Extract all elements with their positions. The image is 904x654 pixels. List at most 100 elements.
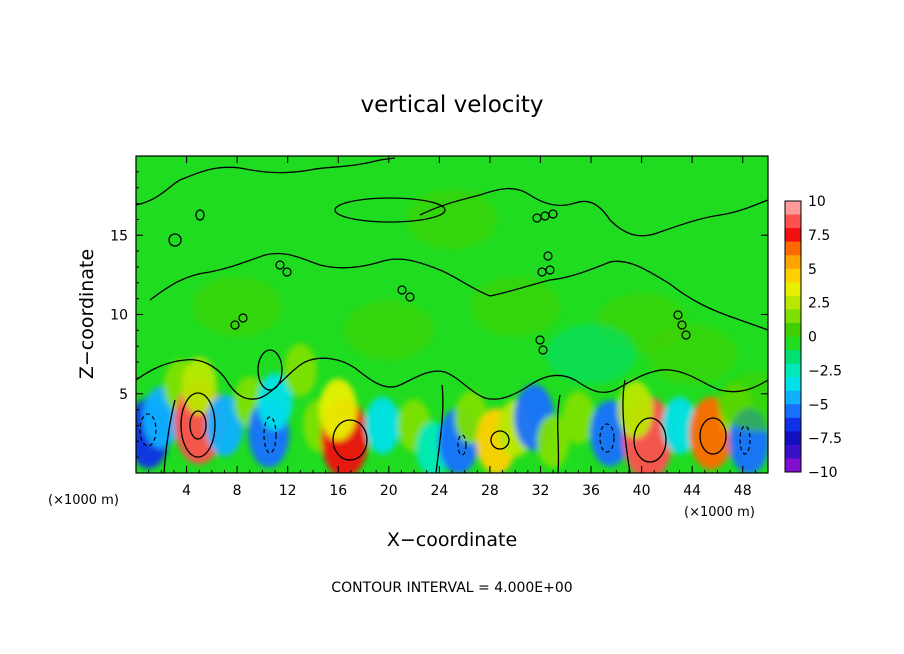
heatmap-cell-37: [546, 324, 637, 385]
contour-loop-5: [699, 417, 727, 455]
heatmap-cell-13: [364, 396, 401, 455]
x-axis-unit-left: (×1000 m): [48, 493, 119, 508]
contour-line-upper: [136, 157, 396, 206]
colorbar-segment-15: [785, 404, 801, 419]
colorbar-segment-0: [785, 201, 801, 216]
contour-interval-label: CONTOUR INTERVAL = 4.000E+00: [331, 580, 572, 596]
negative-contour-2: [263, 416, 277, 454]
colorbar-segment-6: [785, 282, 801, 297]
colorbar: [784, 200, 802, 473]
contour-loop-2: [180, 392, 216, 458]
small-loop-9: [397, 285, 407, 295]
zero-contours: [136, 157, 768, 473]
contour-loop-4: [633, 417, 667, 463]
colorbar-segment-9: [785, 322, 801, 337]
plot-area: [136, 156, 768, 473]
heatmap-cell-35: [647, 324, 738, 385]
small-loop-13: [673, 310, 683, 320]
colorbar-tick-label-4: 0: [808, 330, 817, 346]
x-tick-label-8: 8: [233, 483, 242, 499]
colorbar-segment-3: [785, 241, 801, 256]
small-loop-7: [275, 260, 285, 270]
colorbar-segment-19: [785, 458, 801, 473]
contour-line-upper-right: [419, 187, 768, 237]
contour-loop-6: [490, 430, 510, 450]
negative-contour-5: [457, 434, 467, 456]
colorbar-segment-8: [785, 309, 801, 324]
x-tick-label-40: 40: [633, 483, 651, 499]
colorbar-segment-12: [785, 363, 801, 378]
heatmap-cell-8: [257, 373, 293, 431]
contour-line-vertical-3: [163, 399, 176, 473]
colorbar-segment-14: [785, 390, 801, 405]
x-axis-label: X−coordinate: [387, 529, 517, 551]
x-tick-label-12: 12: [279, 483, 297, 499]
small-loop-3: [548, 209, 558, 219]
colorbar-tick-label-8: −10: [808, 465, 838, 481]
colorbar-segment-1: [785, 214, 801, 229]
x-tick-label-20: 20: [380, 483, 398, 499]
colorbar-segment-5: [785, 268, 801, 283]
heatmap-cell-21: [536, 414, 570, 468]
contour-line-vertical-1: [435, 384, 444, 473]
small-loop-6: [543, 251, 553, 261]
negative-contour-3: [599, 423, 615, 453]
heatmap-cell-36: [407, 189, 497, 250]
negative-contour-4: [739, 425, 751, 455]
contour-loop-3: [332, 419, 368, 461]
heatmap-cell-26: [661, 396, 698, 455]
small-loop-12: [538, 345, 548, 355]
x-tick-label-48: 48: [734, 483, 752, 499]
contour-line-mid: [149, 252, 768, 331]
y-axis-label: Z−coordinate: [76, 249, 98, 379]
heatmap-cell-5: [205, 394, 244, 457]
colorbar-frame: [784, 200, 802, 473]
contour-line-vertical-2: [622, 379, 631, 473]
heatmap-cell-22: [562, 391, 595, 444]
y-tick-label-10: 10: [110, 308, 128, 324]
colorbar-tick-label-0: 10: [808, 194, 826, 210]
x-tick-label-16: 16: [329, 483, 347, 499]
colorbar-segment-13: [785, 377, 801, 392]
contour-loop-9: [168, 233, 182, 247]
small-loop-15: [681, 330, 691, 340]
x-axis-ticks: 4 8 12 16 20 24 28 32 36 40 44 48: [148, 156, 756, 499]
x-axis-unit-right: (×1000 m): [684, 505, 755, 520]
contour-line-low: [136, 357, 768, 400]
x-tick-label-24: 24: [430, 483, 448, 499]
negative-contour-1: [139, 413, 157, 447]
heatmap-cell-31: [192, 276, 283, 337]
colorbar-tick-label-6: −5: [808, 397, 829, 413]
small-loop-17: [238, 313, 248, 323]
x-tick-label-44: 44: [683, 483, 701, 499]
colorbar-tick-label-5: −2.5: [808, 363, 842, 379]
colorbar-segment-7: [785, 295, 801, 310]
colorbar-segment-11: [785, 350, 801, 365]
colorbar-segment-10: [785, 336, 801, 351]
small-loop-14: [677, 320, 687, 330]
heatmap-cell-25: [617, 381, 653, 439]
y-tick-label-15: 15: [110, 228, 128, 244]
colorbar-ticks: 10 7.5 5 2.5 0 −2.5 −5 −7.5 −10: [808, 194, 842, 481]
colorbar-tick-label-3: 2.5: [808, 296, 830, 312]
chart-title: vertical velocity: [361, 92, 544, 118]
y-tick-label-5: 5: [119, 387, 128, 403]
x-tick-label-28: 28: [481, 483, 499, 499]
contour-loop-1: [189, 410, 207, 440]
heatmap-cell-12: [319, 378, 358, 441]
heatmap-cell-33: [470, 276, 561, 337]
x-tick-label-36: 36: [582, 483, 600, 499]
colorbar-tick-label-1: 7.5: [808, 228, 830, 244]
colorbar-segment-4: [785, 255, 801, 270]
small-loop-5: [545, 265, 555, 275]
y-axis-ticks: 5 10 15: [110, 171, 768, 458]
x-tick-label-32: 32: [532, 483, 550, 499]
contour-loop-7: [257, 349, 283, 391]
heatmap-cell-32: [343, 300, 434, 361]
colorbar-segment-2: [785, 228, 801, 243]
small-loop-10: [405, 292, 415, 302]
colorbar-segment-17: [785, 431, 801, 446]
contour-line-vertical-4: [557, 394, 561, 473]
contour-loop-8: [334, 197, 446, 223]
negative-contours: [139, 413, 751, 456]
